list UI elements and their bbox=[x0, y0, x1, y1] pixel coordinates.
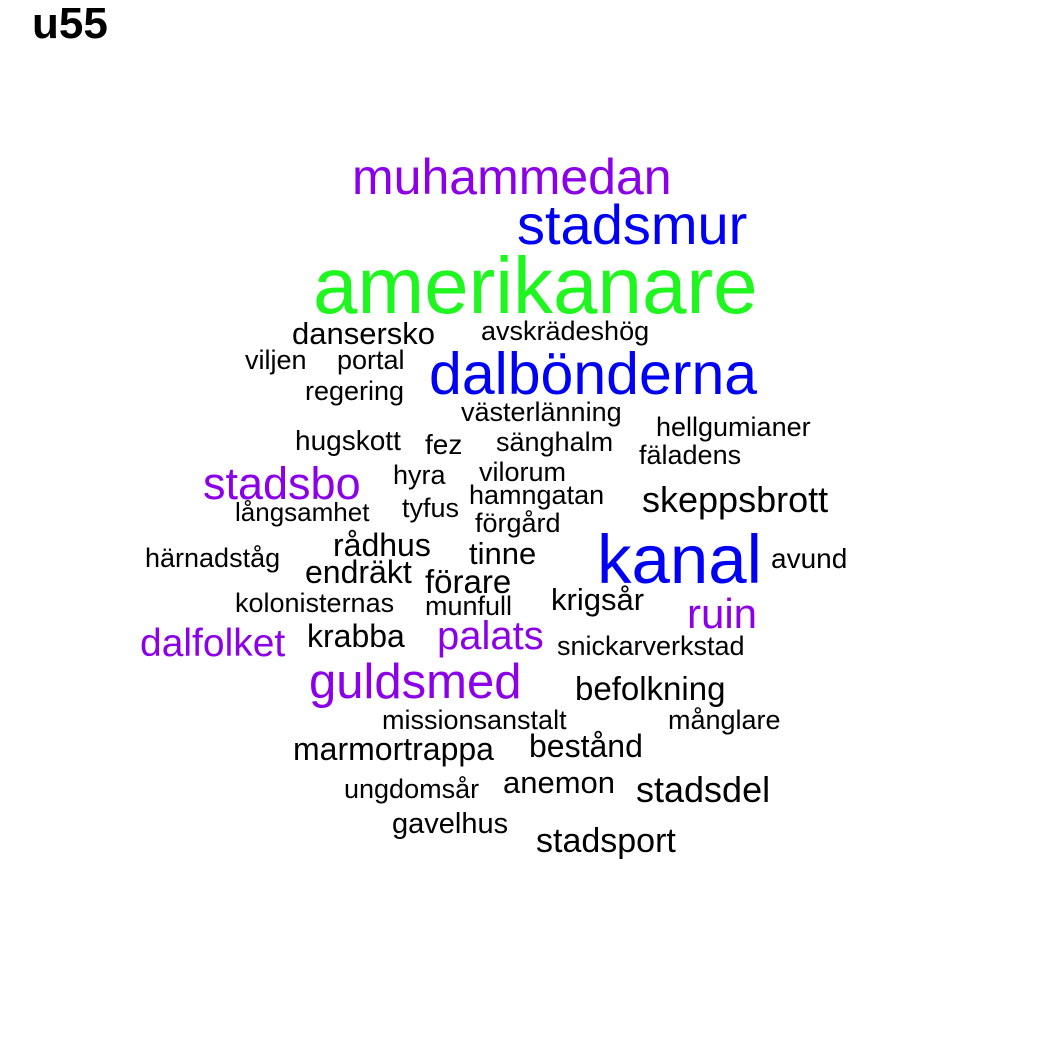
word-missionsanstalt: missionsanstalt bbox=[382, 705, 567, 735]
word-avund: avund bbox=[771, 543, 848, 574]
word-bestand: bestånd bbox=[529, 728, 643, 764]
word-befolkning: befolkning bbox=[575, 670, 726, 707]
word-manglare: månglare bbox=[668, 705, 781, 735]
word-palats: palats bbox=[437, 614, 544, 658]
word-avskradeshog: avskrädeshög bbox=[481, 316, 650, 346]
word-radhus: rådhus bbox=[333, 527, 431, 563]
word-kanal: kanal bbox=[597, 521, 762, 598]
word-munfull: munfull bbox=[425, 591, 513, 621]
word-krigsar: krigsår bbox=[551, 582, 645, 617]
word-hugskott: hugskott bbox=[295, 425, 401, 456]
word-muhammedan: muhammedan bbox=[352, 149, 672, 205]
word-dalfolket: dalfolket bbox=[140, 622, 286, 665]
word-dalbonderna: dalbönderna bbox=[429, 341, 758, 407]
word-kolonisternas: kolonisternas bbox=[235, 588, 395, 618]
word-skeppsbrott: skeppsbrott bbox=[642, 479, 829, 520]
word-dansersko: dansersko bbox=[292, 316, 436, 351]
word-viljen: viljen bbox=[245, 345, 307, 375]
word-krabba: krabba bbox=[307, 618, 405, 654]
word-hyra: hyra bbox=[393, 460, 446, 490]
word-stadsbo: stadsbo bbox=[203, 458, 361, 509]
word-ungdomsar: ungdomsår bbox=[344, 774, 480, 804]
word-guldsmed: guldsmed bbox=[309, 655, 522, 709]
word-hellgumianer: hellgumianer bbox=[656, 412, 811, 442]
word-forare: förare bbox=[425, 563, 512, 600]
word-faladens: fäladens bbox=[639, 440, 742, 470]
word-vasterlanning: västerlänning bbox=[461, 397, 622, 427]
word-vilorum: vilorum bbox=[479, 457, 567, 487]
page-title: u55 bbox=[32, 0, 108, 48]
word-stadsmur: stadsmur bbox=[517, 193, 748, 256]
word-anemon: anemon bbox=[503, 765, 616, 800]
word-stadsport: stadsport bbox=[536, 822, 676, 860]
word-hamngatan: hamngatan bbox=[469, 480, 605, 510]
word-regering: regering bbox=[305, 376, 405, 406]
word-marmortrappa: marmortrappa bbox=[293, 731, 494, 767]
word-fez: fez bbox=[425, 429, 463, 460]
word-ruin: ruin bbox=[687, 590, 758, 637]
word-stadsdel: stadsdel bbox=[636, 769, 771, 810]
word-harnadstag: härnadståg bbox=[145, 543, 281, 573]
word-amerikanare: amerikanare bbox=[313, 241, 758, 330]
word-gavelhus: gavelhus bbox=[392, 808, 509, 840]
word-sanghalm: sänghalm bbox=[496, 427, 614, 457]
word-tyfus: tyfus bbox=[402, 493, 460, 523]
word-forgard: förgård bbox=[475, 508, 561, 538]
word-snickarverkstad: snickarverkstad bbox=[557, 631, 745, 661]
word-portal: portal bbox=[337, 345, 405, 375]
word-tinne: tinne bbox=[469, 536, 537, 571]
word-langsamhet: långsamhet bbox=[235, 497, 370, 527]
word-endrakt: endräkt bbox=[305, 554, 412, 590]
